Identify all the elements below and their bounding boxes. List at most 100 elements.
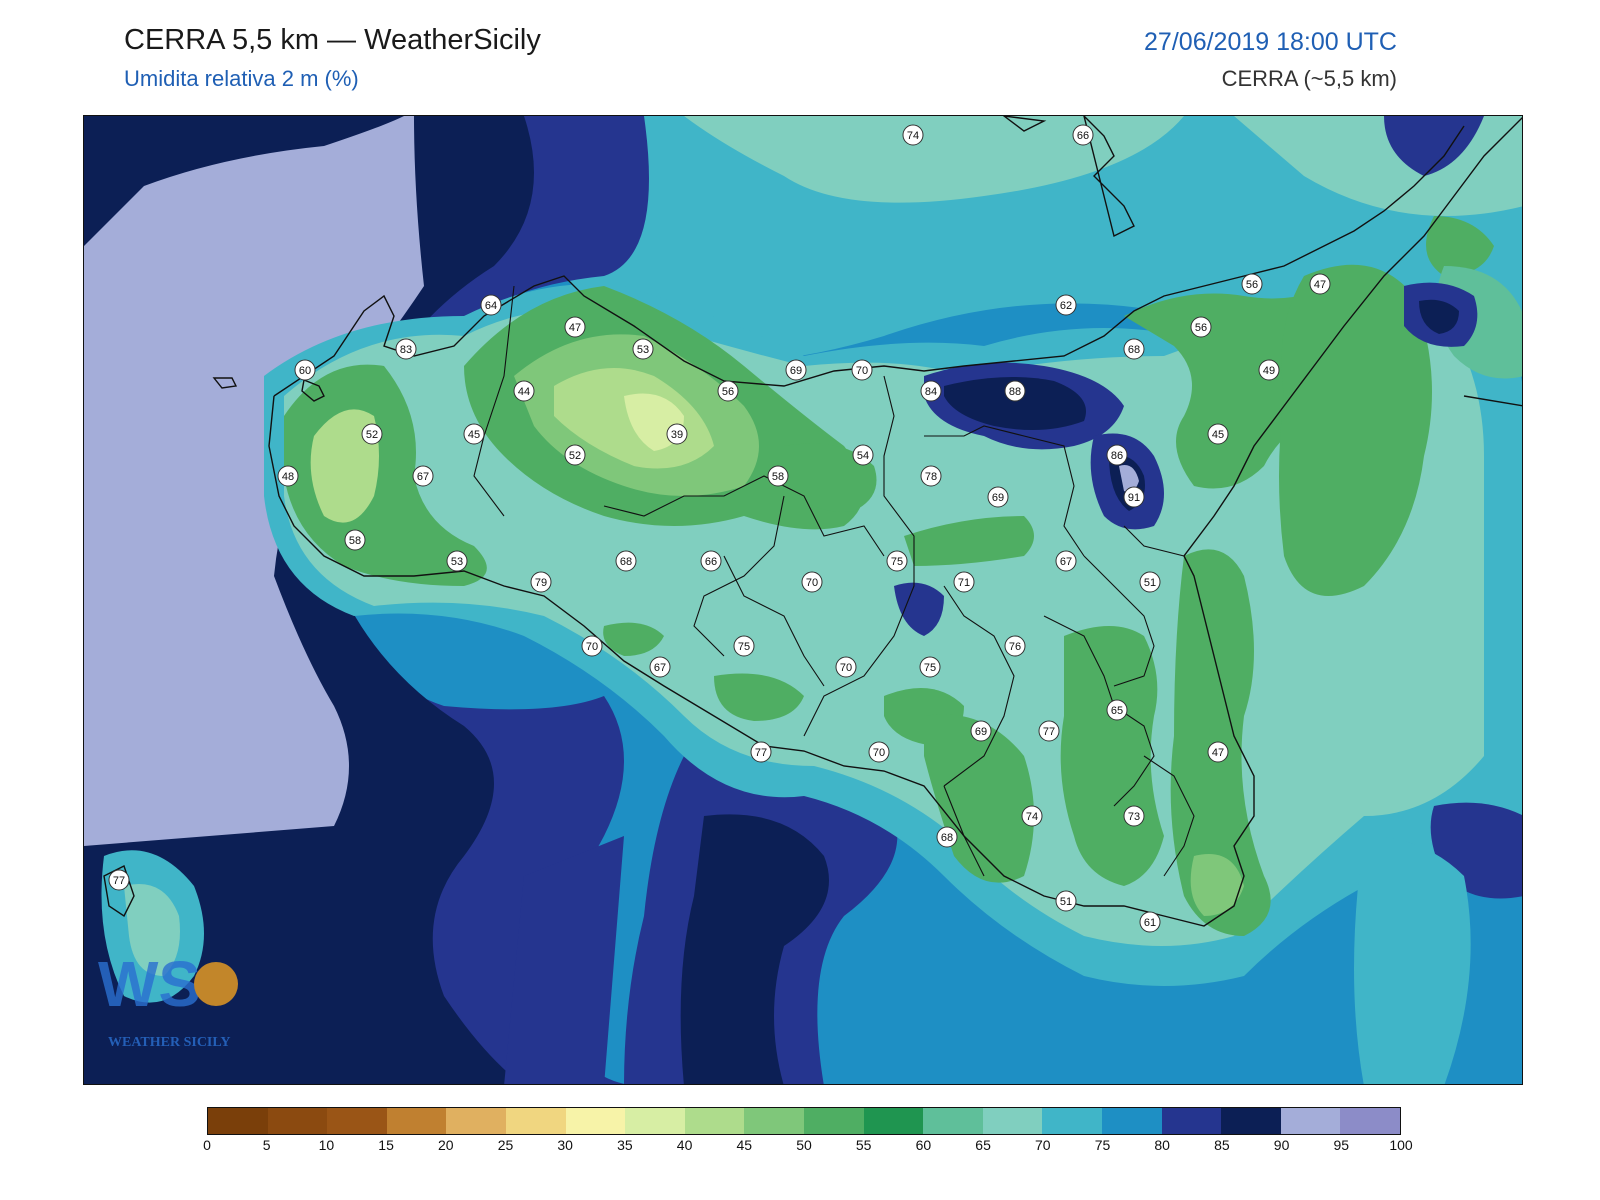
station-circle xyxy=(852,444,874,466)
station-value: 52 xyxy=(569,450,581,462)
station-circle xyxy=(108,869,130,891)
station-value: 44 xyxy=(518,386,530,398)
colorbar-segment xyxy=(208,1108,268,1134)
station-value: 52 xyxy=(366,429,378,441)
station-marker: 67 xyxy=(1055,550,1077,572)
station-circle xyxy=(1055,890,1077,912)
station-marker: 77 xyxy=(108,869,130,891)
station-value: 56 xyxy=(1246,279,1258,291)
station-value: 51 xyxy=(1060,896,1072,908)
colorbar-tick-label: 80 xyxy=(1154,1137,1170,1153)
station-circle xyxy=(1055,294,1077,316)
valid-datetime: 27/06/2019 18:00 UTC xyxy=(1144,28,1397,56)
station-marker: 56 xyxy=(1241,273,1263,295)
colorbar-tick-label: 25 xyxy=(497,1137,514,1153)
colorbar-segment xyxy=(1101,1108,1162,1134)
map-panel[interactable]: 74 66 64 47 53 83 60 44 56 69 70 62 56 47 56 68 49 84 88 52… xyxy=(83,115,1523,1085)
station-value: 74 xyxy=(1026,811,1038,823)
colorbar-segment xyxy=(1161,1108,1222,1134)
station-circle xyxy=(920,465,942,487)
station-marker: 58 xyxy=(767,465,789,487)
station-value: 70 xyxy=(806,577,818,589)
station-circle xyxy=(277,465,299,487)
colorbar-tick-label: 10 xyxy=(318,1137,335,1153)
station-circle xyxy=(1106,444,1128,466)
station-circle xyxy=(1123,338,1145,360)
station-value: 47 xyxy=(1212,747,1224,759)
colorbar-segment xyxy=(625,1108,685,1134)
station-marker: 76 xyxy=(1004,635,1026,657)
station-circle xyxy=(463,423,485,445)
station-value: 77 xyxy=(113,875,125,887)
humidity-colorbar xyxy=(207,1107,1401,1135)
station-marker: 54 xyxy=(852,444,874,466)
station-marker: 88 xyxy=(1004,380,1026,402)
station-marker: 66 xyxy=(700,550,722,572)
station-marker: 86 xyxy=(1106,444,1128,466)
station-marker: 60 xyxy=(294,359,316,381)
station-marker: 62 xyxy=(1055,294,1077,316)
station-circle xyxy=(1207,423,1229,445)
station-value: 69 xyxy=(790,365,802,377)
station-marker: 44 xyxy=(513,380,535,402)
station-marker: 61 xyxy=(1139,911,1161,933)
station-value: 68 xyxy=(941,832,953,844)
station-marker: 53 xyxy=(632,338,654,360)
colorbar-segment xyxy=(565,1108,626,1134)
station-circle xyxy=(649,656,671,678)
station-circle xyxy=(564,444,586,466)
station-value: 75 xyxy=(891,556,903,568)
colorbar-segment xyxy=(1280,1108,1341,1134)
station-value: 48 xyxy=(282,471,294,483)
station-value: 70 xyxy=(840,662,852,674)
station-marker: 56 xyxy=(717,380,739,402)
station-marker: 49 xyxy=(1258,359,1280,381)
station-value: 75 xyxy=(738,641,750,653)
station-circle xyxy=(987,486,1009,508)
station-marker: 77 xyxy=(750,741,772,763)
province-borders xyxy=(473,285,1195,877)
colorbar-segment xyxy=(982,1108,1043,1134)
station-value: 67 xyxy=(1060,556,1072,568)
colorbar-tick-label: 95 xyxy=(1333,1137,1350,1153)
humidity-map[interactable]: 74 66 64 47 53 83 60 44 56 69 70 62 56 47 56 68 49 84 88 52… xyxy=(84,116,1523,1085)
station-circle xyxy=(1021,805,1043,827)
station-marker: 66 xyxy=(1072,124,1094,146)
station-circle xyxy=(564,316,586,338)
station-value: 66 xyxy=(705,556,717,568)
station-circle xyxy=(666,423,688,445)
station-value: 70 xyxy=(873,747,885,759)
station-circle xyxy=(835,656,857,678)
colorbar-ticks: 0 5 10 15 20 25 30 35 40 45 50 55 60 65 70 75 80 85 90 95 10… xyxy=(203,1137,1413,1157)
station-value: 67 xyxy=(654,662,666,674)
colorbar-tick-label: 45 xyxy=(736,1137,753,1153)
colorbar-tick-label: 5 xyxy=(262,1137,271,1153)
station-value: 65 xyxy=(1111,705,1123,717)
colorbar-tick-label: 35 xyxy=(617,1137,633,1153)
station-marker: 67 xyxy=(649,656,671,678)
station-value: 91 xyxy=(1128,492,1140,504)
colorbar-segment xyxy=(505,1108,566,1134)
station-value: 77 xyxy=(1043,726,1055,738)
colorbar-tick-label: 0 xyxy=(203,1137,211,1153)
station-circle xyxy=(615,550,637,572)
station-marker: 65 xyxy=(1106,699,1128,721)
station-circle xyxy=(785,359,807,381)
station-marker: 52 xyxy=(361,423,383,445)
station-marker: 48 xyxy=(277,465,299,487)
station-circle xyxy=(851,359,873,381)
station-marker: 70 xyxy=(835,656,857,678)
station-marker: 56 xyxy=(1190,316,1212,338)
colorbar-segment xyxy=(1042,1108,1102,1134)
station-circle xyxy=(936,826,958,848)
station-value: 49 xyxy=(1263,365,1275,377)
station-labels: 74 66 64 47 53 83 60 44 56 69 70 62 56 47 56 68 49 84 88 52… xyxy=(108,124,1331,933)
colorbar-segment xyxy=(684,1108,745,1134)
station-marker: 69 xyxy=(785,359,807,381)
station-marker: 39 xyxy=(666,423,688,445)
station-circle xyxy=(953,571,975,593)
station-circle xyxy=(1004,380,1026,402)
station-value: 75 xyxy=(924,662,936,674)
station-marker: 83 xyxy=(395,338,417,360)
station-value: 71 xyxy=(958,577,970,589)
